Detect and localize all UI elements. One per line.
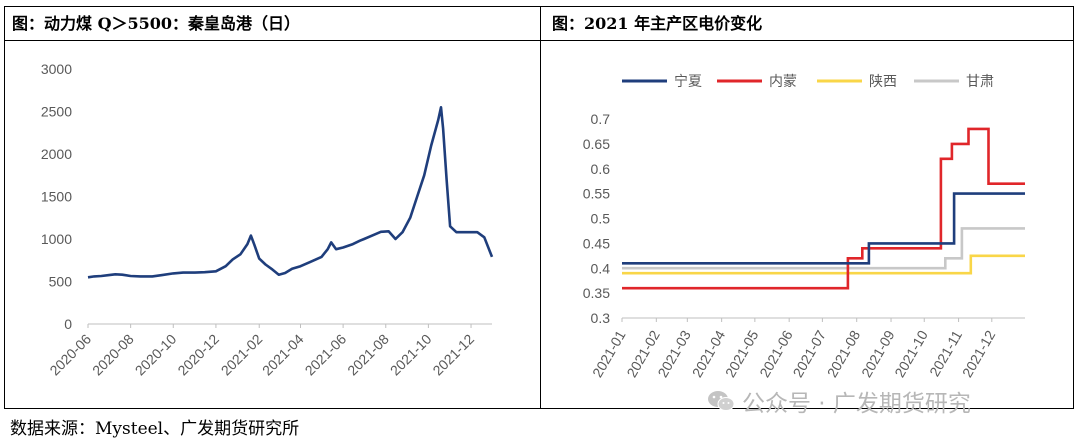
y-tick-label: 0.4 xyxy=(591,260,611,276)
right-panel-title: 图：2021 年主产区电价变化 xyxy=(552,14,763,33)
x-tick-label: 2021-12 xyxy=(959,327,999,380)
x-tick-label: 2021-08 xyxy=(344,331,392,379)
left-panel-title: 图：动力煤 Q＞5500：秦皇岛港（日） xyxy=(12,14,301,33)
legend-label: 宁夏 xyxy=(674,73,702,89)
legend-label: 陕西 xyxy=(869,73,897,89)
x-tick-label: 2021-02 xyxy=(218,331,266,379)
y-tick-label: 0.65 xyxy=(583,136,610,152)
y-tick-label: 0.6 xyxy=(591,161,611,177)
x-tick-label: 2020-10 xyxy=(132,331,180,379)
figure-frame xyxy=(4,6,1074,409)
y-tick-label: 0 xyxy=(64,316,72,332)
legend-label: 内蒙 xyxy=(769,73,797,89)
x-tick-label: 2020-12 xyxy=(174,331,222,379)
y-tick-label: 0.35 xyxy=(583,285,610,301)
coal-price-chart: 0500100015002000250030002020-062020-0820… xyxy=(41,61,494,379)
legend-item: 陕西 xyxy=(817,73,897,89)
x-tick-label: 2021-10 xyxy=(891,327,931,380)
legend-item: 甘肃 xyxy=(914,73,994,89)
series-line-3 xyxy=(622,254,1025,275)
series-line-4 xyxy=(622,227,1025,270)
y-tick-label: 500 xyxy=(49,274,73,290)
source-note: 数据来源：Mysteel、广发期货研究所 xyxy=(10,419,300,439)
series-line-2 xyxy=(622,127,1025,290)
x-tick-label: 2020-08 xyxy=(89,331,137,379)
panel-divider xyxy=(540,6,541,409)
coal-price-line xyxy=(87,106,494,279)
y-tick-label: 0.55 xyxy=(583,186,610,202)
x-tick-label: 2021-06 xyxy=(302,331,350,379)
y-tick-label: 1500 xyxy=(41,189,72,205)
y-tick-label: 3000 xyxy=(41,61,72,77)
y-tick-label: 2500 xyxy=(41,104,72,120)
x-tick-label: 2020-06 xyxy=(46,331,94,379)
y-tick-label: 0.3 xyxy=(591,310,611,326)
x-tick-label: 2021-04 xyxy=(259,331,307,379)
y-tick-label: 0.5 xyxy=(591,211,611,227)
y-tick-label: 0.7 xyxy=(591,111,611,127)
wechat-icon xyxy=(708,391,735,411)
y-tick-label: 0.45 xyxy=(583,235,610,251)
watermark: 公众号 · 广发期货研究 xyxy=(706,384,971,418)
y-tick-label: 1000 xyxy=(41,231,72,247)
title-divider xyxy=(4,40,1074,41)
y-tick-label: 2000 xyxy=(41,146,72,162)
x-tick-label: 2021-10 xyxy=(387,331,435,379)
legend-item: 内蒙 xyxy=(717,73,797,89)
electricity-price-chart: 0.30.350.40.450.50.550.60.650.72021-0120… xyxy=(583,73,1025,380)
series-line-1 xyxy=(622,192,1025,265)
watermark-text: 公众号 · 广发期货研究 xyxy=(742,391,971,417)
x-tick-label: 2021-12 xyxy=(430,331,478,379)
legend-label: 甘肃 xyxy=(966,73,994,89)
legend-item: 宁夏 xyxy=(622,73,702,89)
